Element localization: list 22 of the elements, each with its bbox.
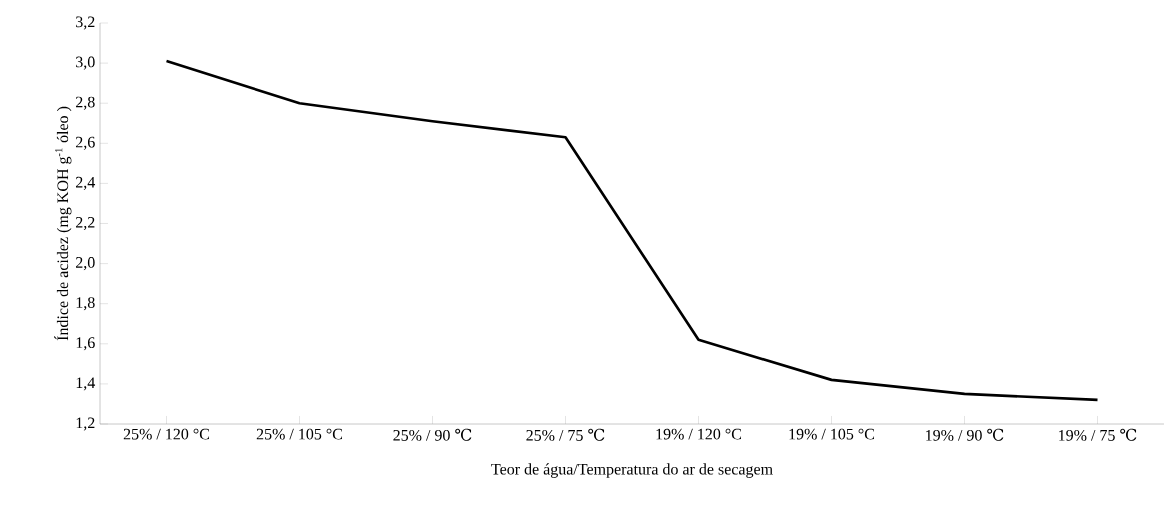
- y-tick-label: 1,8: [76, 297, 95, 311]
- x-tick-label: 19% / 75 ℃: [1059, 428, 1137, 441]
- x-tick-label: 19% / 120 °C: [656, 428, 742, 440]
- line-series: [165, 59, 1099, 402]
- x-tick-label: 19% / 105 °C: [789, 428, 875, 440]
- y-tick-label: 1,6: [76, 337, 95, 351]
- y-tick-label: 2,6: [76, 136, 95, 150]
- x-tick-label: 25% / 105 °C: [256, 428, 343, 440]
- x-tick-label: 25% / 75 ℃: [526, 428, 605, 441]
- y-tick-label: 2,8: [76, 96, 95, 110]
- y-tick-label: 2,4: [76, 176, 96, 190]
- y-tick-label: 1,2: [76, 417, 95, 431]
- y-axis-title: Índice de acidez (mg KOH g$^{-1}$ óleo ): [54, 106, 72, 341]
- x-tick-label: 25% / 120 °C: [123, 428, 210, 440]
- x-tick-label: 25% / 90 ℃: [393, 428, 472, 441]
- y-tick-label: 2,2: [76, 216, 95, 231]
- y-tick-label: 1,4: [76, 377, 96, 391]
- y-tick-label: 3,0: [76, 56, 95, 70]
- y-tick-label: 3,2: [76, 16, 95, 30]
- x-tick-label: 19% / 90 ℃: [926, 428, 1004, 441]
- y-tick-label: 2,0: [76, 257, 95, 271]
- x-axis-title: Teor de água/Temperatura do ar de secagem: [491, 463, 773, 478]
